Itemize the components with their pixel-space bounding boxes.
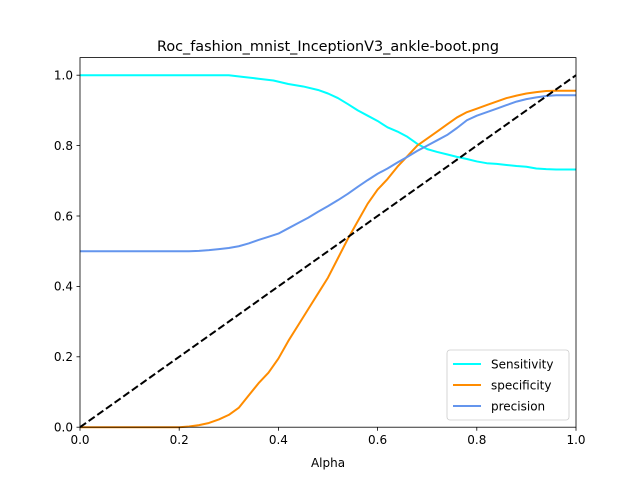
x-tick-label: 1.0 [566,433,585,447]
x-axis-ticks: 0.0 0.2 0.4 0.6 0.8 1.0 [70,427,586,447]
series-line-specificity [80,89,576,429]
x-tick-label: 0.4 [269,433,288,447]
chart-title: Roc_fashion_mnist_InceptionV3_ankle-boot… [157,39,499,55]
y-axis-ticks: 0.0 0.2 0.4 0.6 0.8 1.0 [54,69,80,435]
axes-frame [79,57,577,428]
x-tick-label: 0.0 [70,433,89,447]
series-layer [79,74,577,429]
series-line-precision [80,94,576,253]
x-tick-label: 0.6 [368,433,387,447]
x-tick-label: 0.8 [467,433,486,447]
y-tick-label: 0.8 [54,139,73,153]
legend-label-precision: precision [491,399,545,413]
legend-frame [446,349,570,421]
y-tick-label: 0.4 [54,280,73,294]
y-tick-label: 0.6 [54,209,73,223]
legend-label-specificity: specificity [491,378,551,392]
series-line-sensitivity [80,74,576,171]
y-tick-label: 0.0 [54,421,73,435]
y-tick-label: 0.2 [54,350,73,364]
y-tick-label: 1.0 [54,69,73,83]
legend-label-sensitivity: Sensitivity [491,357,553,371]
x-tick-label: 0.2 [170,433,189,447]
x-axis-label: Alpha [311,456,345,470]
diagonal-reference-line [79,74,577,429]
legend: Sensitivity specificity precision [446,349,570,421]
